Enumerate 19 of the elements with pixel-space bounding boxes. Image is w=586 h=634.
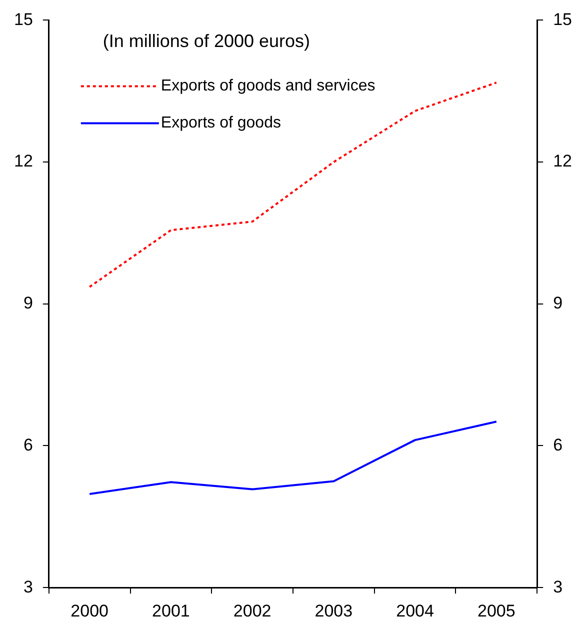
x-tick-label: 2004	[396, 601, 434, 620]
y2-tick-label: 12	[553, 152, 572, 171]
y-tick-label: 12	[14, 152, 33, 171]
y-tick-label: 15	[14, 10, 33, 29]
y2-tick-label: 3	[553, 577, 563, 596]
y2-tick-label: 15	[553, 10, 572, 29]
y2-tick-label: 9	[553, 294, 563, 313]
y-tick-label: 6	[23, 435, 33, 454]
y-tick-label: 3	[23, 577, 33, 596]
legend-label: Exports of goods and services	[160, 78, 376, 95]
x-tick-label: 2001	[152, 601, 190, 620]
x-tick-label: 2005	[477, 601, 516, 620]
x-tick-label: 2003	[314, 601, 353, 620]
x-tick-label: 2002	[233, 601, 272, 620]
text: (In millions of 2000 euros)	[102, 31, 310, 52]
y-tick-label: 9	[23, 294, 33, 313]
y2-tick-label: 6	[553, 435, 563, 454]
x-tick-label: 2000	[70, 601, 109, 620]
legend-label: Exports of goods	[160, 114, 281, 132]
